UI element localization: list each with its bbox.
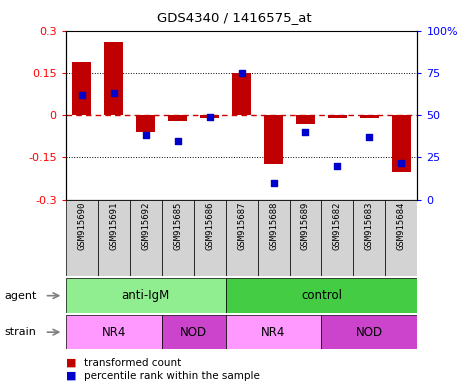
Point <box>110 90 117 96</box>
Bar <box>162 315 226 349</box>
Text: strain: strain <box>5 327 37 337</box>
Bar <box>264 115 283 164</box>
Point <box>238 70 245 76</box>
Bar <box>200 115 219 118</box>
Bar <box>328 115 347 118</box>
Bar <box>321 315 417 349</box>
Text: GSM915689: GSM915689 <box>301 202 310 250</box>
Text: NR4: NR4 <box>101 326 126 339</box>
Bar <box>232 73 251 115</box>
Point <box>270 180 277 186</box>
Bar <box>360 115 379 118</box>
Text: NOD: NOD <box>356 326 383 339</box>
Text: GSM915685: GSM915685 <box>173 202 182 250</box>
Point <box>334 163 341 169</box>
Text: agent: agent <box>5 291 37 301</box>
Bar <box>162 200 194 276</box>
Bar <box>129 200 162 276</box>
Text: anti-IgM: anti-IgM <box>121 289 170 302</box>
Bar <box>136 115 155 132</box>
Text: GSM915683: GSM915683 <box>365 202 374 250</box>
Bar <box>257 200 289 276</box>
Bar <box>226 278 417 313</box>
Bar <box>226 200 257 276</box>
Bar <box>321 200 354 276</box>
Bar <box>66 315 162 349</box>
Text: ■: ■ <box>66 371 76 381</box>
Text: GSM915688: GSM915688 <box>269 202 278 250</box>
Point <box>142 132 149 139</box>
Text: GSM915690: GSM915690 <box>77 202 86 250</box>
Bar <box>72 62 91 115</box>
Text: control: control <box>301 289 342 302</box>
Bar <box>226 315 321 349</box>
Point <box>78 92 85 98</box>
Text: ■: ■ <box>66 358 76 368</box>
Bar <box>386 200 417 276</box>
Text: transformed count: transformed count <box>84 358 182 368</box>
Bar <box>194 200 226 276</box>
Point <box>366 134 373 140</box>
Text: NR4: NR4 <box>261 326 286 339</box>
Point <box>398 159 405 166</box>
Text: GSM915692: GSM915692 <box>141 202 150 250</box>
Text: GSM915684: GSM915684 <box>397 202 406 250</box>
Bar <box>168 115 187 121</box>
Point <box>302 129 309 135</box>
Bar <box>296 115 315 124</box>
Bar <box>98 200 129 276</box>
Text: GSM915691: GSM915691 <box>109 202 118 250</box>
Bar <box>392 115 411 172</box>
Text: GDS4340 / 1416575_at: GDS4340 / 1416575_at <box>157 12 312 25</box>
Text: GSM915687: GSM915687 <box>237 202 246 250</box>
Point <box>174 137 182 144</box>
Point <box>206 114 213 120</box>
Bar <box>289 200 321 276</box>
Text: NOD: NOD <box>180 326 207 339</box>
Text: GSM915686: GSM915686 <box>205 202 214 250</box>
Bar <box>66 200 98 276</box>
Bar <box>104 42 123 115</box>
Text: percentile rank within the sample: percentile rank within the sample <box>84 371 260 381</box>
Bar <box>66 278 226 313</box>
Text: GSM915682: GSM915682 <box>333 202 342 250</box>
Bar <box>354 200 386 276</box>
